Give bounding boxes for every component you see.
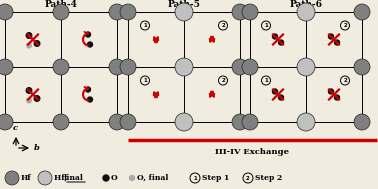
Text: 1: 1 [193, 176, 197, 180]
Circle shape [297, 113, 315, 131]
Circle shape [328, 34, 333, 39]
Circle shape [53, 114, 69, 130]
Circle shape [120, 114, 136, 130]
Circle shape [87, 97, 93, 102]
Circle shape [27, 43, 31, 48]
Text: 2: 2 [246, 176, 250, 180]
Circle shape [87, 42, 93, 47]
Circle shape [120, 4, 136, 20]
Circle shape [26, 88, 32, 93]
Text: 2: 2 [343, 23, 347, 28]
Circle shape [232, 4, 248, 20]
Text: b: b [34, 144, 40, 152]
Circle shape [0, 114, 13, 130]
Circle shape [175, 3, 193, 21]
Text: 1: 1 [143, 78, 147, 83]
Circle shape [130, 176, 135, 180]
Circle shape [26, 33, 32, 38]
Circle shape [175, 58, 193, 76]
Circle shape [279, 95, 284, 100]
Text: 2: 2 [343, 78, 347, 83]
Circle shape [85, 87, 90, 92]
Text: Step 2: Step 2 [255, 174, 282, 182]
Circle shape [335, 95, 339, 100]
Circle shape [242, 59, 258, 75]
Text: Hf,: Hf, [54, 174, 70, 182]
Circle shape [328, 89, 333, 94]
Circle shape [297, 58, 315, 76]
Text: 1: 1 [264, 78, 268, 83]
Circle shape [34, 41, 40, 46]
Circle shape [109, 59, 125, 75]
Circle shape [232, 114, 248, 130]
Circle shape [5, 171, 19, 185]
Circle shape [53, 4, 69, 20]
Circle shape [0, 4, 13, 20]
Circle shape [38, 171, 52, 185]
Text: 1: 1 [264, 23, 268, 28]
Text: 2: 2 [221, 23, 225, 28]
Circle shape [103, 175, 109, 181]
Text: 1: 1 [143, 23, 147, 28]
Circle shape [354, 59, 370, 75]
Circle shape [85, 32, 90, 37]
Text: Hf: Hf [21, 174, 32, 182]
Circle shape [354, 4, 370, 20]
Circle shape [53, 59, 69, 75]
Circle shape [273, 89, 277, 94]
Text: O, final: O, final [137, 174, 168, 182]
Text: c: c [12, 124, 17, 132]
Circle shape [273, 34, 277, 39]
Circle shape [232, 59, 248, 75]
Circle shape [242, 4, 258, 20]
Text: Path-5: Path-5 [167, 0, 200, 9]
Circle shape [354, 114, 370, 130]
Circle shape [109, 4, 125, 20]
Text: 2: 2 [221, 78, 225, 83]
Text: Path-6: Path-6 [290, 0, 322, 9]
Circle shape [242, 114, 258, 130]
Circle shape [34, 96, 40, 101]
Circle shape [109, 114, 125, 130]
Circle shape [335, 40, 339, 45]
Circle shape [175, 113, 193, 131]
Text: final: final [64, 174, 84, 182]
Circle shape [0, 59, 13, 75]
Text: III-IV Exchange: III-IV Exchange [215, 148, 289, 156]
Circle shape [279, 40, 284, 45]
Circle shape [120, 59, 136, 75]
Circle shape [27, 98, 31, 103]
Circle shape [297, 3, 315, 21]
Text: O: O [111, 174, 118, 182]
Text: Step 1: Step 1 [202, 174, 229, 182]
Text: Path-4: Path-4 [45, 0, 77, 9]
